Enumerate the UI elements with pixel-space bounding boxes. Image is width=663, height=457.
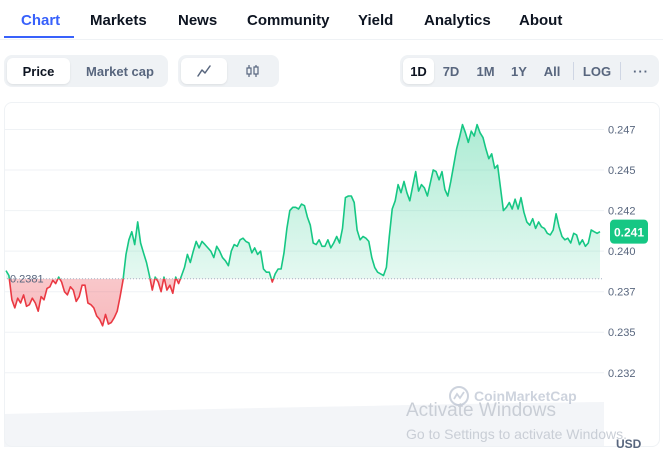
- y-tick-label: 0.237: [608, 287, 636, 299]
- range-7d-button[interactable]: 7D: [442, 63, 460, 79]
- line-chart-button[interactable]: [181, 58, 227, 84]
- tab-chart[interactable]: Chart: [21, 12, 61, 29]
- activate-windows-subtitle: Go to Settings to activate Windows.: [406, 426, 627, 442]
- coinmarketcap-logo-icon: [449, 386, 469, 406]
- currency-label: USD: [616, 437, 642, 451]
- price-line-down: [8, 278, 275, 327]
- candlestick-icon: [246, 65, 259, 77]
- time-range-selector: 1D 7D 1M 1Y All LOG ···: [400, 55, 659, 87]
- area-fill-down: [9, 278, 274, 326]
- chart-frame: [4, 102, 660, 447]
- coinmarketcap-watermark: CoinMarketCap: [448, 385, 577, 407]
- current-price-label: 0.241: [614, 226, 644, 240]
- price-series: [4, 123, 604, 327]
- price-chart-svg: 0.247 0.245 0.242 0.240 0.237 0.235 0.232 0.238…: [4, 123, 648, 447]
- log-scale-button[interactable]: LOG: [582, 63, 612, 79]
- tab-community[interactable]: Community: [247, 12, 330, 29]
- chart-style-toggle: [178, 55, 279, 87]
- current-price-badge: [610, 219, 648, 244]
- tab-bar: Chart Markets News Community Yield Analy…: [0, 0, 663, 40]
- candlestick-button[interactable]: [230, 58, 276, 84]
- tab-about[interactable]: About: [519, 12, 563, 29]
- tab-markets[interactable]: Markets: [90, 12, 147, 29]
- range-all-button[interactable]: All: [543, 63, 561, 79]
- range-1d-button[interactable]: 1D: [403, 58, 434, 84]
- range-1y-button[interactable]: 1Y: [511, 63, 527, 79]
- price-marketcap-toggle: Price Market cap: [4, 55, 168, 87]
- watermark-text: CoinMarketCap: [474, 388, 577, 404]
- price-chart: 0.247 0.245 0.242 0.240 0.237 0.235 0.232 0.238…: [4, 102, 663, 457]
- area-fill-up: [6, 124, 600, 279]
- y-tick-label: 0.245: [608, 165, 636, 177]
- more-options-button[interactable]: ···: [633, 63, 649, 79]
- tab-yield[interactable]: Yield: [358, 12, 394, 29]
- y-tick-label: 0.240: [608, 246, 636, 258]
- y-tick-label: 0.235: [608, 327, 636, 339]
- activate-windows-title: Activate Windows: [406, 400, 556, 421]
- range-divider: [573, 62, 574, 80]
- y-tick-label: 0.242: [608, 206, 636, 218]
- range-1m-button[interactable]: 1M: [476, 63, 495, 79]
- line-chart-icon: [197, 65, 211, 77]
- volume-band: [4, 402, 604, 447]
- axis-labels: 0.247 0.245 0.242 0.240 0.237 0.235 0.232 0.238…: [10, 124, 648, 380]
- volume-area: [4, 402, 604, 447]
- active-tab-indicator: [4, 36, 74, 38]
- market-cap-button[interactable]: Market cap: [86, 63, 154, 79]
- baseline-label: 0.2381: [10, 274, 44, 286]
- price-button[interactable]: Price: [7, 58, 70, 84]
- range-divider: [620, 62, 621, 80]
- price-line-up: [5, 123, 601, 279]
- y-tick-label: 0.247: [608, 124, 636, 136]
- tab-news[interactable]: News: [178, 12, 218, 29]
- tab-analytics[interactable]: Analytics: [424, 12, 491, 29]
- y-tick-label: 0.232: [608, 368, 636, 380]
